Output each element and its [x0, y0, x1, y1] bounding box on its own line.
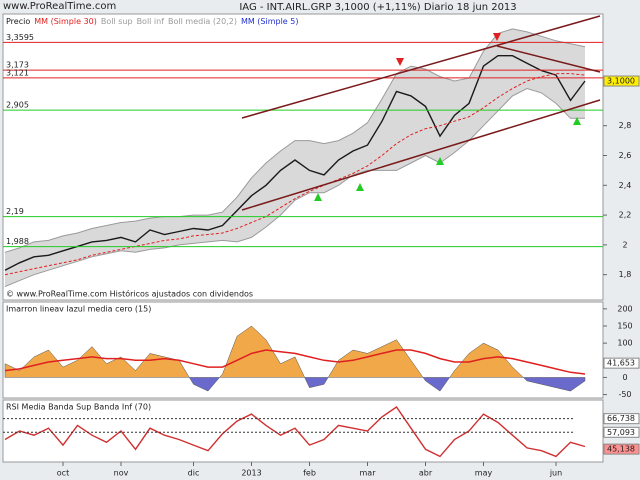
- series-line: [4, 349, 586, 375]
- series-line: [4, 55, 586, 271]
- level-label: 1,988: [6, 237, 29, 246]
- channel-lower: [241, 99, 601, 211]
- current-box: [603, 357, 640, 369]
- arrow-up: [356, 183, 364, 191]
- buy-arrows: [314, 117, 581, 201]
- y-tick-label: 200: [617, 304, 632, 313]
- series-line: [4, 87, 585, 288]
- sell-arrows: [396, 33, 501, 66]
- area-negative: [4, 377, 586, 392]
- arrow-down: [493, 33, 501, 41]
- legend: Precio MM (Simple 30) Boll sup Boll inf Boll…: [6, 17, 298, 26]
- x-tick-label: abr: [419, 469, 433, 478]
- legend-entry: Boll media (20,2): [168, 17, 237, 26]
- value-box: [603, 426, 640, 438]
- series-line: [4, 406, 586, 458]
- level-label: 3,121: [6, 68, 29, 77]
- level-label: 2,19: [6, 207, 24, 216]
- value-box-label: 66,738: [607, 414, 635, 423]
- value-box: [603, 413, 640, 425]
- value-box-label: 45,138: [607, 445, 635, 454]
- y-tick-label: 0: [622, 373, 627, 382]
- legend: RSI Media Banda Sup Banda Inf (70): [6, 403, 151, 412]
- arrow-up: [436, 157, 444, 165]
- chart-title: IAG - INT.AIRL.GRP 3,1000 (+1,11%) Diari…: [239, 2, 516, 13]
- x-tick-label: feb: [303, 469, 316, 478]
- arrow-down: [396, 58, 404, 66]
- y-tick-label: 1,8: [619, 270, 632, 279]
- y-tick-label: 150: [617, 322, 632, 331]
- x-tick-label: jun: [549, 469, 562, 478]
- value-box: [603, 443, 640, 455]
- level-label: 3,173: [6, 61, 29, 70]
- y-tick-label: 2,8: [619, 121, 632, 130]
- legend-entry: MM (Simple 30): [34, 17, 97, 26]
- x-tick-label: oct: [57, 469, 69, 478]
- current-label: 41,653: [607, 359, 635, 368]
- y-tick-label: 2,2: [619, 211, 632, 220]
- bollinger-band: [5, 28, 585, 287]
- current-box: [603, 75, 640, 87]
- oscillator-panel: [2, 301, 604, 399]
- footnote: © www.ProRealTime.com Históricos ajustad…: [6, 289, 253, 299]
- x-tick-label: mar: [360, 469, 377, 478]
- y-tick-label: 100: [617, 339, 632, 348]
- y-tick-label: 2: [622, 240, 627, 249]
- arrow-up: [314, 193, 322, 201]
- series-line: [4, 28, 586, 253]
- legend-entry: Precio: [6, 17, 30, 26]
- area-positive: [4, 325, 586, 378]
- legend-entry: MM (Simple 5): [241, 17, 299, 26]
- arrow-up: [573, 117, 581, 125]
- level-label: 2,905: [6, 101, 29, 110]
- value-box-label: 57,093: [607, 428, 635, 437]
- channel-upper: [241, 15, 601, 119]
- rsi-panel: [2, 399, 604, 463]
- x-tick-label: nov: [114, 469, 129, 478]
- legend-entry: Boll sup: [101, 17, 133, 26]
- y-tick-label: 2,6: [619, 151, 632, 160]
- source: www.ProRealTime.com: [3, 1, 116, 12]
- plot: 1,8 2 2,2 2,4 2,6 2,8 Precio MM (Simple 30) Boll…: [3, 17, 640, 478]
- x-tick-label: dic: [188, 469, 200, 478]
- y-tick-label: 2,4: [619, 181, 632, 190]
- trend-line: [496, 45, 601, 73]
- current-label: 3,1000: [607, 77, 635, 86]
- legend-entry: Boll inf: [137, 17, 165, 26]
- x-tick-label: 2013: [241, 469, 261, 478]
- x-tick-label: may: [475, 469, 493, 478]
- series-line: [4, 73, 586, 276]
- legend: Imarron lineav lazul media cero (15): [6, 305, 151, 314]
- y-tick-label: -50: [618, 390, 631, 399]
- level-label: 3,3595: [6, 33, 34, 42]
